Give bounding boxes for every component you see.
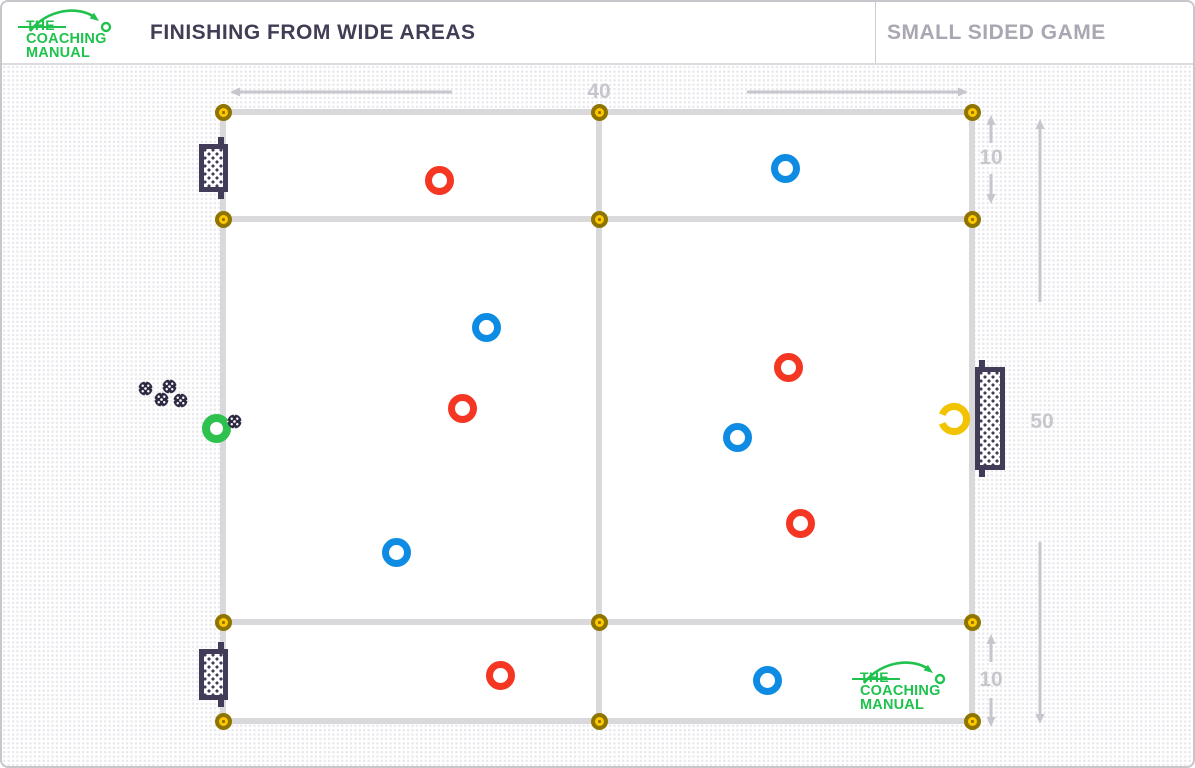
red-player — [773, 352, 803, 382]
ball-icon — [137, 380, 153, 396]
logo-strike — [18, 25, 66, 28]
header-divider — [875, 2, 876, 63]
goal — [199, 137, 228, 199]
dimension-label: 10 — [979, 146, 1003, 169]
brand-logo: THE COACHING MANUAL — [18, 5, 136, 63]
ball-icon — [161, 378, 177, 394]
session-category: SMALL SIDED GAME — [887, 20, 1106, 44]
dimension-label: 40 — [587, 80, 611, 103]
cone-marker — [963, 210, 981, 228]
red-player — [424, 165, 454, 195]
blue-player — [770, 153, 800, 183]
watermark-arrow-icon — [862, 661, 946, 685]
logo-arrow-icon — [28, 9, 112, 33]
blue-player — [471, 312, 501, 342]
goal-post — [218, 187, 224, 199]
watermark-line-manual: MANUAL — [860, 697, 925, 713]
ball-icon — [226, 413, 242, 429]
pitch-line — [596, 109, 602, 724]
cone-marker — [590, 712, 608, 730]
goalkeeper-marker — [939, 403, 971, 435]
header: THE COACHING MANUAL FINISHING FROM WIDE … — [2, 2, 1193, 65]
watermark-logo: THE COACHING MANUAL — [852, 657, 970, 715]
blue-player — [722, 422, 752, 452]
goal-post — [218, 695, 224, 707]
logo-line-manual: MANUAL — [26, 45, 91, 61]
watermark-strike — [852, 677, 900, 680]
cone-marker — [963, 613, 981, 631]
ball-icon — [153, 391, 169, 407]
logo-line-coaching: COACHING — [26, 31, 107, 47]
goal-post — [979, 465, 985, 477]
ball-icon — [172, 392, 188, 408]
red-player — [785, 508, 815, 538]
blue-player — [381, 537, 411, 567]
goal — [199, 642, 228, 707]
red-player — [447, 393, 477, 423]
watermark-line-coaching: COACHING — [860, 683, 941, 699]
goal-post — [218, 137, 224, 149]
cone-marker — [590, 103, 608, 121]
goal-post — [218, 642, 224, 654]
cone-marker — [963, 103, 981, 121]
server-player — [201, 413, 231, 443]
blue-player — [752, 665, 782, 695]
cone-marker — [214, 613, 232, 631]
goal-post — [979, 360, 985, 372]
cone-marker — [214, 712, 232, 730]
cone-marker — [214, 210, 232, 228]
dimension-label: 10 — [979, 668, 1003, 691]
cone-marker — [590, 210, 608, 228]
cone-marker — [214, 103, 232, 121]
cone-marker — [590, 613, 608, 631]
pitch-diagram: THE COACHING MANUAL 40 10 50 10 — [2, 65, 1193, 766]
cone-marker — [963, 712, 981, 730]
goal — [975, 360, 1005, 477]
dimension-label: 50 — [1030, 410, 1054, 433]
pitch-line — [969, 109, 975, 724]
page-title: FINISHING FROM WIDE AREAS — [150, 20, 476, 44]
red-player — [485, 660, 515, 690]
